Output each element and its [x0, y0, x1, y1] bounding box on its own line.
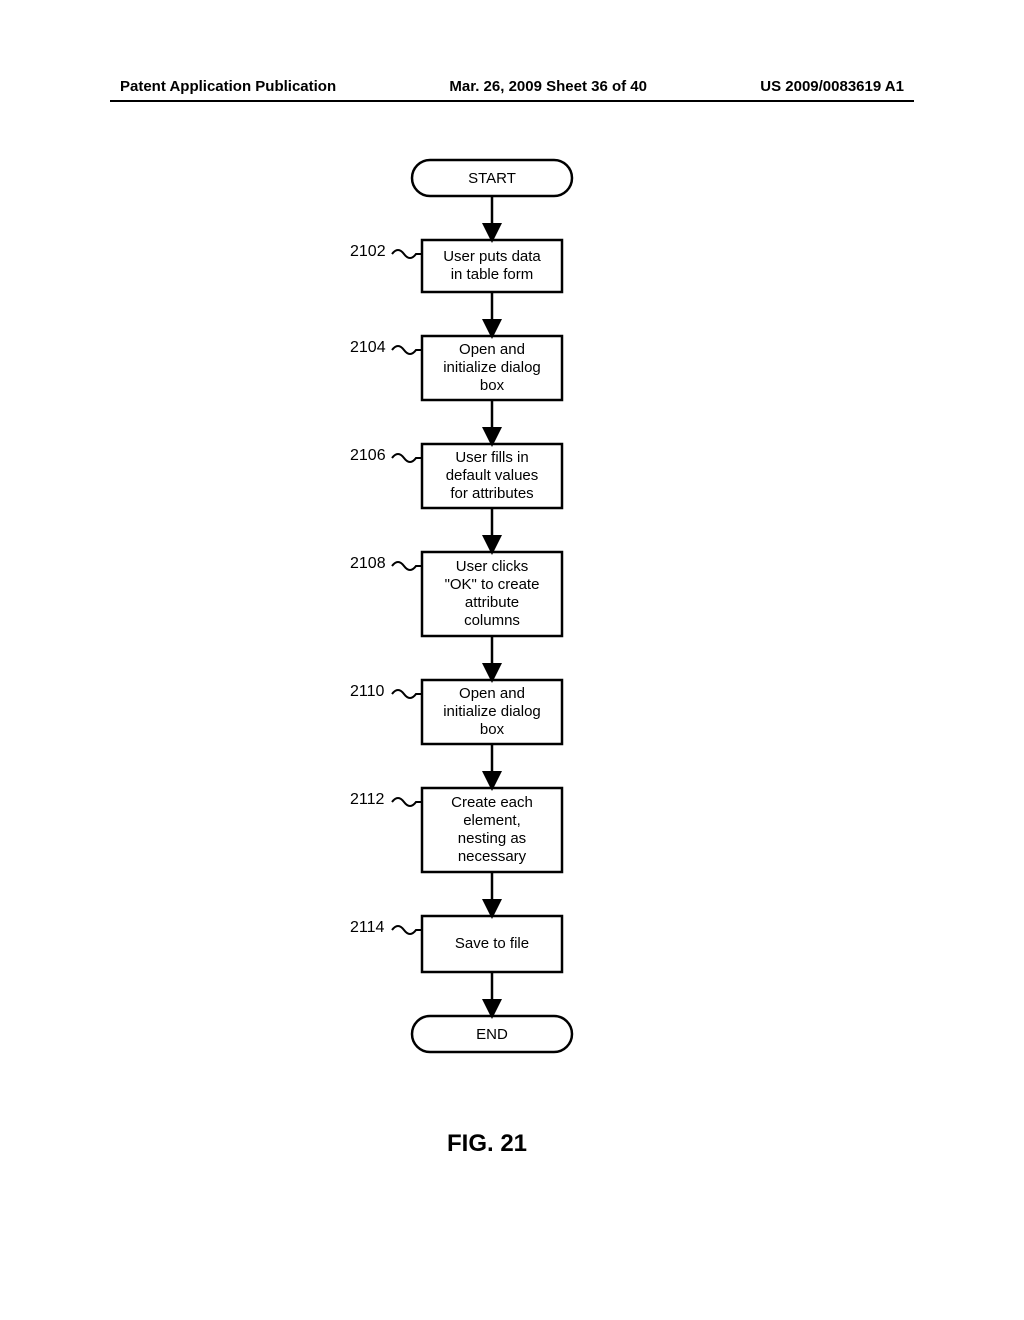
process-text-n6-0: Create each	[451, 794, 533, 811]
ref-label-n4: 2108	[350, 555, 386, 572]
ref-leader-n4	[392, 562, 422, 570]
ref-label-n5: 2110	[350, 683, 385, 700]
process-text-n7-0: Save to file	[455, 935, 529, 952]
ref-leader-n5	[392, 690, 422, 698]
terminal-label-start: START	[468, 170, 516, 187]
figure-label: FIG. 21	[447, 1130, 527, 1158]
terminal-label-end: END	[476, 1026, 508, 1043]
process-text-n2-2: box	[480, 377, 505, 394]
process-text-n5-2: box	[480, 721, 505, 738]
ref-leader-n2	[392, 346, 422, 354]
ref-leader-n7	[392, 926, 422, 934]
ref-label-n1: 2102	[350, 243, 386, 260]
process-text-n2-0: Open and	[459, 341, 525, 358]
ref-leader-n3	[392, 454, 422, 462]
ref-leader-n6	[392, 798, 422, 806]
process-text-n4-2: attribute	[465, 594, 519, 611]
process-text-n4-0: User clicks	[456, 558, 529, 575]
process-text-n4-1: "OK" to create	[445, 576, 540, 593]
process-text-n3-1: default values	[446, 467, 539, 484]
process-text-n1-0: User puts data	[443, 248, 541, 265]
process-text-n2-1: initialize dialog	[443, 359, 541, 376]
flowchart-svg: START User puts datain table form 2102 Open…	[0, 0, 1024, 1320]
process-text-n3-0: User fills in	[455, 449, 528, 466]
process-text-n6-2: nesting as	[458, 830, 526, 847]
ref-label-n3: 2106	[350, 447, 386, 464]
ref-label-n2: 2104	[350, 339, 386, 356]
process-text-n1-1: in table form	[451, 266, 534, 283]
process-text-n5-1: initialize dialog	[443, 703, 541, 720]
ref-leader-n1	[392, 250, 422, 258]
process-text-n3-2: for attributes	[450, 485, 533, 502]
process-text-n4-3: columns	[464, 612, 520, 629]
process-text-n5-0: Open and	[459, 685, 525, 702]
process-text-n6-3: necessary	[458, 848, 527, 865]
process-text-n6-1: element,	[463, 812, 521, 829]
ref-label-n7: 2114	[350, 919, 385, 936]
ref-label-n6: 2112	[350, 791, 385, 808]
